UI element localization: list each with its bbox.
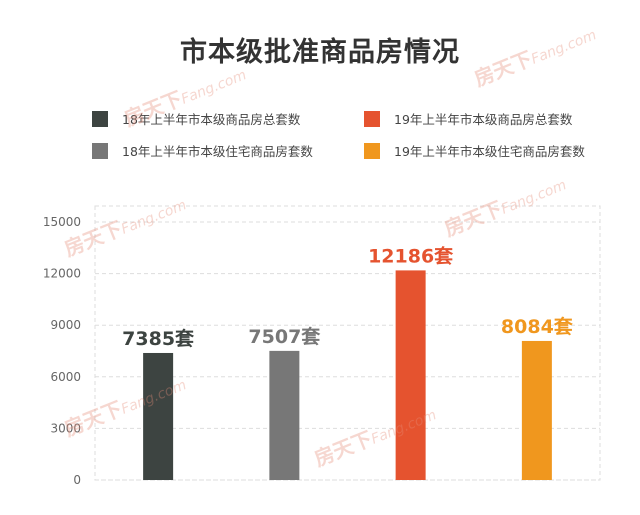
y-tick-label: 12000 bbox=[43, 267, 81, 281]
legend-item-19-residential: 19年上半年市本级住宅商品房套数 bbox=[364, 141, 585, 160]
legend-swatch bbox=[364, 142, 380, 159]
y-tick-label: 9000 bbox=[50, 318, 81, 332]
bar bbox=[269, 350, 300, 480]
y-tick-label: 15000 bbox=[43, 215, 81, 229]
bar bbox=[521, 340, 552, 480]
legend-label: 19年上半年市本级商品房总套数 bbox=[394, 112, 573, 127]
data-label: 8084套 bbox=[501, 315, 574, 338]
y-tick-label: 6000 bbox=[50, 370, 81, 384]
y-tick-label: 3000 bbox=[50, 421, 81, 435]
legend-item-18-residential: 18年上半年市本级住宅商品房套数 bbox=[92, 141, 313, 160]
legend-item-18-total: 18年上半年市本级商品房总套数 bbox=[92, 109, 300, 128]
legend-swatch bbox=[364, 110, 380, 127]
legend-label: 18年上半年市本级住宅商品房套数 bbox=[122, 144, 313, 159]
data-label: 7385套 bbox=[122, 327, 195, 350]
chart-title: 市本级批准商品房情况 bbox=[180, 37, 460, 68]
bar bbox=[395, 270, 426, 480]
data-label: 7507套 bbox=[248, 325, 321, 348]
y-tick-label: 0 bbox=[73, 473, 81, 487]
legend-swatch bbox=[92, 142, 108, 159]
legend-label: 18年上半年市本级商品房总套数 bbox=[122, 112, 301, 127]
legend-item-19-total: 19年上半年市本级商品房总套数 bbox=[364, 109, 572, 128]
data-label: 12186套 bbox=[368, 244, 454, 267]
legend-label: 19年上半年市本级住宅商品房套数 bbox=[394, 144, 585, 159]
bar bbox=[143, 352, 174, 480]
legend-swatch bbox=[92, 110, 108, 127]
